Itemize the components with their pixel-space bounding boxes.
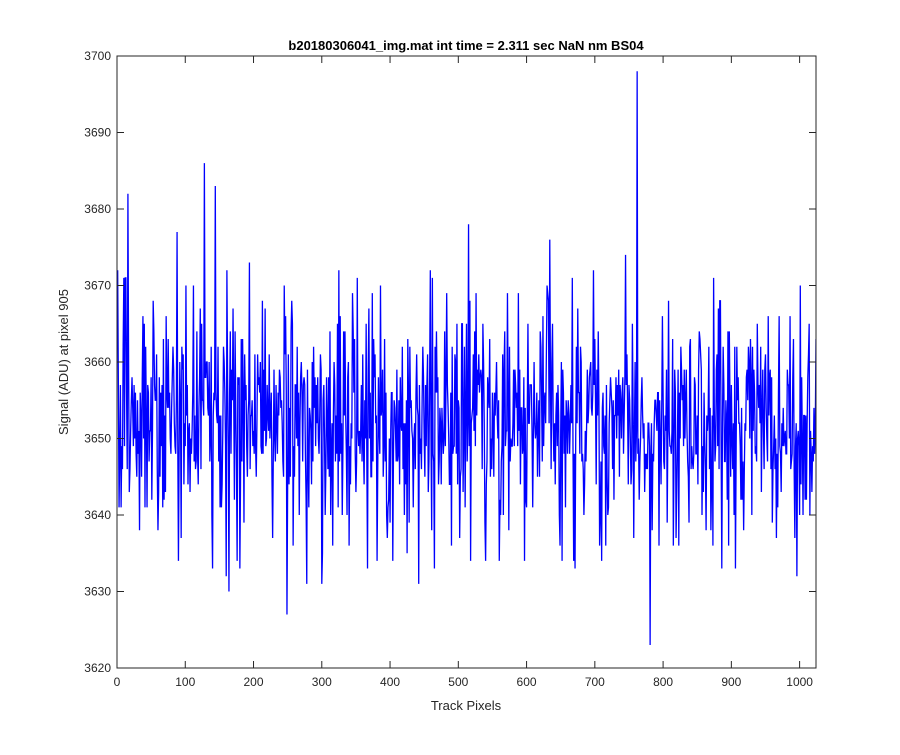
x-tick-label: 1000 <box>786 675 813 689</box>
x-axis-title: Track Pixels <box>431 698 502 713</box>
y-axis-title: Signal (ADU) at pixel 905 <box>56 289 71 435</box>
y-tick-label: 3630 <box>84 585 111 599</box>
axes-layer: 0 100 200 300 400 500 600 700 800 900 1000 3620 3630… <box>84 49 817 689</box>
y-tick-label: 3650 <box>84 432 111 446</box>
y-tick-label: 3690 <box>84 126 111 140</box>
chart-title: b20180306041_img.mat int time = 2.311 se… <box>288 38 644 53</box>
series-line <box>117 71 816 646</box>
y-tick-label: 3680 <box>84 202 111 216</box>
series-layer <box>117 71 816 646</box>
x-tick-label: 900 <box>721 675 741 689</box>
y-tick-label: 3670 <box>84 279 111 293</box>
y-tick-label: 3620 <box>84 661 111 675</box>
y-tick-label: 3660 <box>84 355 111 369</box>
x-tick-label: 300 <box>312 675 332 689</box>
x-tick-label: 500 <box>448 675 468 689</box>
x-tick-label: 400 <box>380 675 400 689</box>
x-tick-label: 200 <box>244 675 264 689</box>
x-tick-label: 800 <box>653 675 673 689</box>
y-tick-label: 3700 <box>84 49 111 63</box>
y-tick-label: 3640 <box>84 508 111 522</box>
x-tick-label: 100 <box>175 675 195 689</box>
x-tick-label: 700 <box>585 675 605 689</box>
x-tick-label: 0 <box>114 675 121 689</box>
x-tick-label: 600 <box>517 675 537 689</box>
